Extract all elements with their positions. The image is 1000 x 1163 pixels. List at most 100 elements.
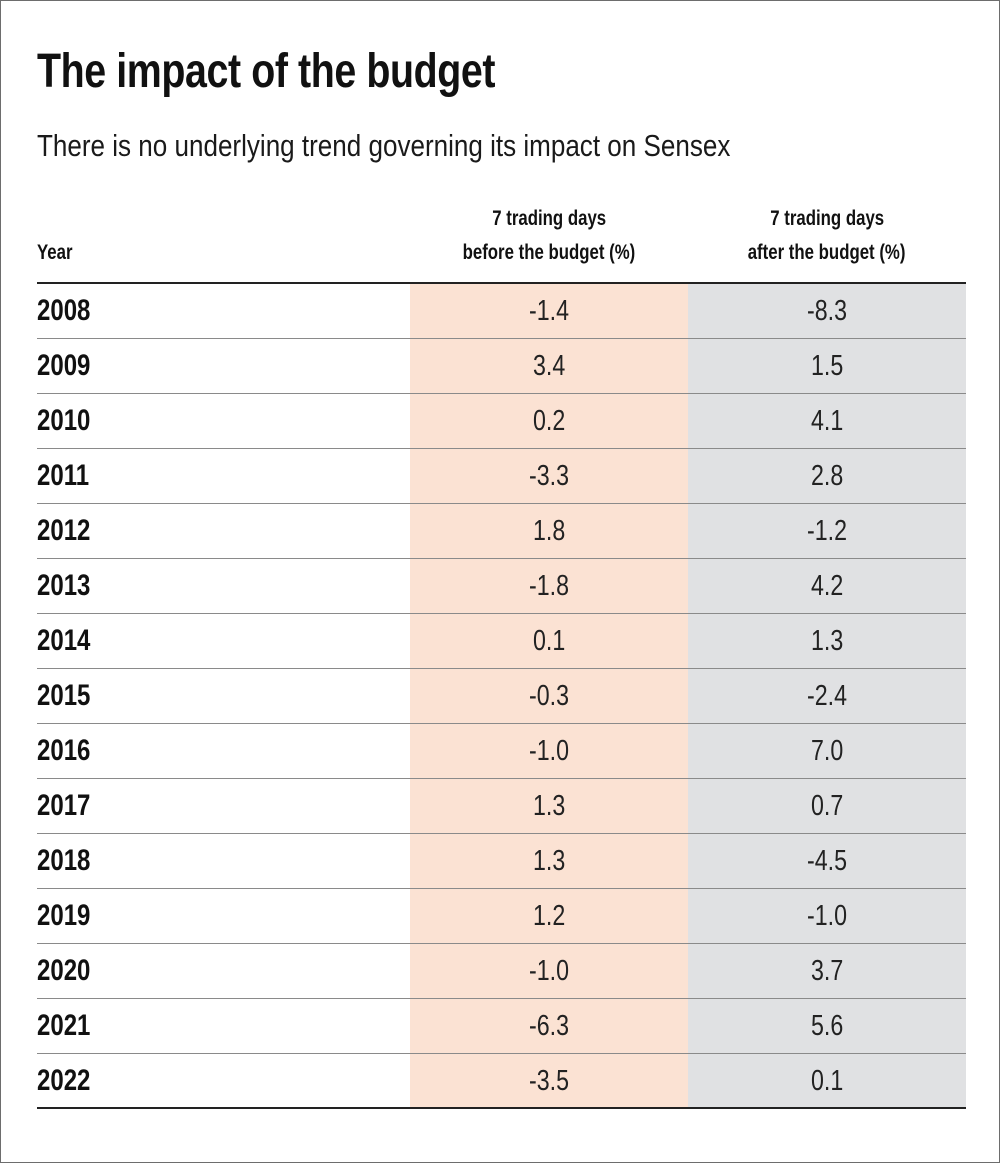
table-row: 2009 3.4 1.5 <box>37 339 966 394</box>
after-value-cell: 5.6 <box>688 999 966 1053</box>
year-cell: 2019 <box>37 889 104 943</box>
year-cell: 2018 <box>37 834 104 888</box>
year-cell: 2021 <box>37 999 104 1053</box>
before-value-cell-text: -3.5 <box>528 1065 569 1097</box>
before-value-cell: 1.3 <box>410 834 688 888</box>
after-value-cell-text: -4.5 <box>806 845 847 877</box>
table-row: 2013 -1.8 4.2 <box>37 559 966 614</box>
after-value-cell-text: 5.6 <box>810 1010 844 1042</box>
before-value-cell-text: -1.0 <box>528 955 569 987</box>
before-value-cell-text: -1.8 <box>528 570 569 602</box>
after-value-cell: 0.7 <box>688 779 966 833</box>
after-value-cell-text: -1.0 <box>806 900 847 932</box>
before-value-cell: -1.0 <box>410 944 688 998</box>
header-after-line2: after the budget (%) <box>748 241 906 264</box>
table-row: 2015 -0.3 -2.4 <box>37 669 966 724</box>
before-value-cell-text: 1.2 <box>532 900 566 932</box>
year-cell-text: 2009 <box>37 349 91 382</box>
before-value-cell-text: -0.3 <box>528 680 569 712</box>
after-value-cell-text: -8.3 <box>806 295 847 327</box>
before-value-cell-text: 1.3 <box>532 790 566 822</box>
after-value-cell-text: 3.7 <box>810 955 844 987</box>
table-row: 2020 -1.0 3.7 <box>37 944 966 999</box>
year-cell-text: 2014 <box>37 624 91 657</box>
year-cell-text: 2021 <box>37 1009 91 1042</box>
year-cell-text: 2012 <box>37 514 91 547</box>
after-value-cell: 3.7 <box>688 944 966 998</box>
year-cell: 2011 <box>37 449 102 503</box>
before-value-cell-text: 1.8 <box>532 515 566 547</box>
before-value-cell: -0.3 <box>410 669 688 723</box>
before-value-cell: 0.2 <box>410 394 688 448</box>
year-cell: 2009 <box>37 339 104 393</box>
before-value-cell-text: 1.3 <box>532 845 566 877</box>
table-row: 2011 -3.3 2.8 <box>37 449 966 504</box>
header-after: 7 trading days after the budget (%) <box>688 202 966 270</box>
before-value-cell: -1.8 <box>410 559 688 613</box>
after-value-cell: 2.8 <box>688 449 966 503</box>
header-before: 7 trading days before the budget (%) <box>410 202 688 270</box>
table-row: 2010 0.2 4.1 <box>37 394 966 449</box>
year-cell: 2016 <box>37 724 104 778</box>
after-value-cell: -4.5 <box>688 834 966 888</box>
year-cell: 2014 <box>37 614 104 668</box>
after-value-cell-text: 0.1 <box>810 1065 844 1097</box>
year-cell: 2012 <box>37 504 104 558</box>
header-before-line2: before the budget (%) <box>462 241 636 264</box>
after-value-cell-text: 0.7 <box>810 790 844 822</box>
before-value-cell: -1.4 <box>410 284 688 338</box>
after-value-cell: 1.3 <box>688 614 966 668</box>
year-cell: 2013 <box>37 559 104 613</box>
after-value-cell: 4.2 <box>688 559 966 613</box>
before-value-cell: -3.3 <box>410 449 688 503</box>
before-value-cell: 1.2 <box>410 889 688 943</box>
after-value-cell-text: 4.2 <box>810 570 844 602</box>
before-value-cell: -6.3 <box>410 999 688 1053</box>
table-header: Year 7 trading days before the budget (%)… <box>37 200 966 284</box>
before-value-cell-text: -1.0 <box>528 735 569 767</box>
table-row: 2018 1.3 -4.5 <box>37 834 966 889</box>
before-value-cell-text: 0.2 <box>532 405 566 437</box>
year-cell-text: 2015 <box>37 679 91 712</box>
year-cell-text: 2010 <box>37 404 91 437</box>
before-value-cell-text: 3.4 <box>532 350 566 382</box>
before-value-cell: 1.3 <box>410 779 688 833</box>
before-value-cell: 0.1 <box>410 614 688 668</box>
table-row: 2017 1.3 0.7 <box>37 779 966 834</box>
year-cell-text: 2019 <box>37 899 91 932</box>
year-cell: 2022 <box>37 1054 104 1108</box>
chart-subtitle: There is no underlying trend governing i… <box>37 128 731 163</box>
after-value-cell: 0.1 <box>688 1054 966 1107</box>
data-table: Year 7 trading days before the budget (%)… <box>37 200 966 1109</box>
table-row: 2019 1.2 -1.0 <box>37 889 966 944</box>
table-row: 2021 -6.3 5.6 <box>37 999 966 1054</box>
year-cell-text: 2017 <box>37 789 91 822</box>
year-cell: 2017 <box>37 779 104 833</box>
after-value-cell: -8.3 <box>688 284 966 338</box>
after-value-cell: -1.0 <box>688 889 966 943</box>
before-value-cell-text: -6.3 <box>528 1010 569 1042</box>
chart-title: The impact of the budget <box>37 45 496 98</box>
after-value-cell: -2.4 <box>688 669 966 723</box>
year-cell-text: 2020 <box>37 954 91 987</box>
before-value-cell-text: 0.1 <box>532 625 566 657</box>
after-value-cell-text: 7.0 <box>810 735 844 767</box>
before-value-cell: 3.4 <box>410 339 688 393</box>
header-year-text: Year <box>37 241 73 264</box>
after-value-cell-text: 1.3 <box>810 625 844 657</box>
year-cell: 2010 <box>37 394 104 448</box>
after-value-cell: -1.2 <box>688 504 966 558</box>
before-value-cell: -1.0 <box>410 724 688 778</box>
table-row: 2022 -3.5 0.1 <box>37 1054 966 1109</box>
after-value-cell: 4.1 <box>688 394 966 448</box>
after-value-cell-text: 2.8 <box>810 460 844 492</box>
table-body: 2008 -1.4 -8.3 2009 3.4 1.5 2010 0.2 4.1 2011 -3.3… <box>37 284 966 1109</box>
header-after-line1: 7 trading days <box>770 207 884 230</box>
year-cell-text: 2011 <box>37 459 90 492</box>
after-value-cell-text: 4.1 <box>810 405 844 437</box>
before-value-cell: 1.8 <box>410 504 688 558</box>
table-row: 2008 -1.4 -8.3 <box>37 284 966 339</box>
after-value-cell-text: -2.4 <box>806 680 847 712</box>
after-value-cell: 7.0 <box>688 724 966 778</box>
year-cell-text: 2016 <box>37 734 91 767</box>
